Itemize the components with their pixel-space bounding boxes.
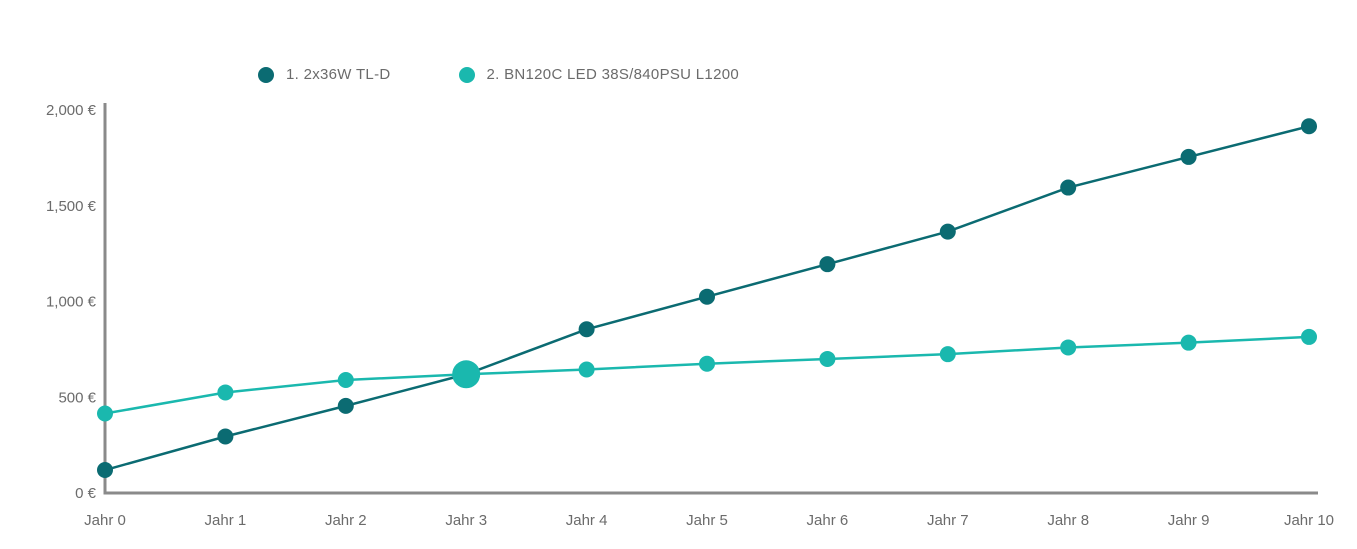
series-1-point xyxy=(819,256,836,273)
series-2-point xyxy=(699,355,715,372)
legend-label-series-2: 2. BN120C LED 38S/840PSU L1200 xyxy=(486,66,739,83)
y-tick-label: 500 € xyxy=(58,389,96,406)
series-1-point xyxy=(699,288,715,305)
x-tick-label: Jahr 3 xyxy=(445,512,487,529)
legend-dot-series-2 xyxy=(458,66,475,83)
y-tick-label: 1,500 € xyxy=(46,198,97,215)
x-tick-label: Jahr 6 xyxy=(807,512,849,529)
series-2-point xyxy=(1060,339,1077,356)
series-1-point xyxy=(578,321,595,338)
intersection-marker xyxy=(452,360,481,389)
x-tick-label: Jahr 0 xyxy=(84,512,126,529)
y-tick-label: 0 € xyxy=(75,485,97,502)
series-1-point xyxy=(939,223,956,240)
x-tick-label: Jahr 9 xyxy=(1168,512,1210,529)
y-tick-label: 2,000 € xyxy=(46,102,97,119)
series-1-point xyxy=(217,428,234,445)
x-tick-label: Jahr 4 xyxy=(566,512,608,529)
series-1-point xyxy=(1180,148,1197,165)
legend-label-series-1: 1. 2x36W TL-D xyxy=(286,66,391,83)
x-tick-label: Jahr 2 xyxy=(325,512,367,529)
series-1-point xyxy=(337,397,354,414)
y-tick-label: 1,000 € xyxy=(46,294,97,311)
x-tick-label: Jahr 8 xyxy=(1047,512,1089,529)
series-2-point xyxy=(939,346,956,363)
legend-item-series-1: 1. 2x36W TL-D xyxy=(258,66,391,83)
series-2-point xyxy=(217,384,234,401)
series-1-point xyxy=(1060,179,1077,196)
x-tick-label: Jahr 1 xyxy=(205,512,247,529)
series-1-point xyxy=(97,462,113,479)
series-2-point xyxy=(578,361,595,378)
legend-dot-series-1 xyxy=(258,66,274,83)
series-2-point xyxy=(337,372,354,389)
series-2-point xyxy=(97,405,113,422)
legend-item-series-2: 2. BN120C LED 38S/840PSU L1200 xyxy=(458,66,740,83)
series-2-point xyxy=(1180,334,1197,351)
series-2-point xyxy=(819,350,836,367)
series-2-point xyxy=(1301,328,1317,345)
x-tick-label: Jahr 10 xyxy=(1284,512,1334,529)
series-line-2 xyxy=(104,335,1310,415)
legend: 1. 2x36W TL-D 2. BN120C LED 38S/840PSU L… xyxy=(258,66,739,83)
x-tick-label: Jahr 5 xyxy=(686,512,728,529)
series-1-point xyxy=(1301,118,1317,135)
x-tick-label: Jahr 7 xyxy=(927,512,969,529)
